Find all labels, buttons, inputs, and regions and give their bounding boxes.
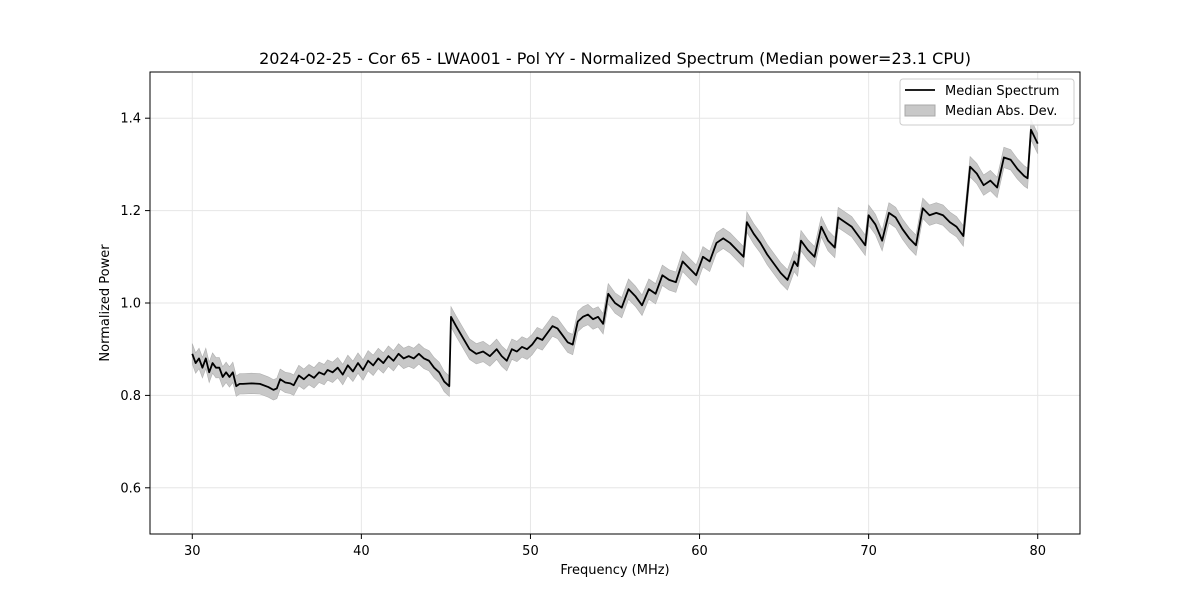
mad-band: [191, 118, 1039, 401]
x-tick-label: 60: [691, 544, 708, 559]
legend-band-swatch: [904, 104, 936, 117]
y-tick-label: 0.8: [120, 389, 141, 404]
median-line-layer: [191, 128, 1039, 391]
mad-band-layer: [191, 118, 1039, 401]
x-tick-label: 40: [353, 544, 370, 559]
y-axis-title: Normalized Power: [98, 244, 113, 362]
x-axis: 30 40 50 60 70 80: [184, 534, 1046, 559]
x-tick-label: 70: [860, 544, 877, 559]
legend-box: [899, 78, 1075, 126]
x-tick-label: 50: [522, 544, 539, 559]
legend-label-median-abs-dev: Median Abs. Dev.: [945, 104, 1057, 119]
y-tick-label: 1.4: [120, 112, 141, 127]
legend-label-median-spectrum: Median Spectrum: [945, 84, 1059, 99]
median-spectrum-line: [191, 128, 1039, 391]
y-tick-label: 0.6: [120, 481, 141, 496]
chart-title: 2024-02-25 - Cor 65 - LWA001 - Pol YY - …: [259, 49, 971, 68]
x-tick-label: 80: [1029, 544, 1046, 559]
x-tick-label: 30: [184, 544, 201, 559]
legend: Median Spectrum Median Abs. Dev.: [899, 78, 1075, 126]
y-tick-label: 1.0: [120, 297, 141, 312]
x-axis-title: Frequency (MHz): [560, 563, 669, 578]
y-tick-label: 1.2: [120, 204, 141, 219]
y-axis: 0.6 0.8 1.0 1.2 1.4: [120, 112, 150, 496]
